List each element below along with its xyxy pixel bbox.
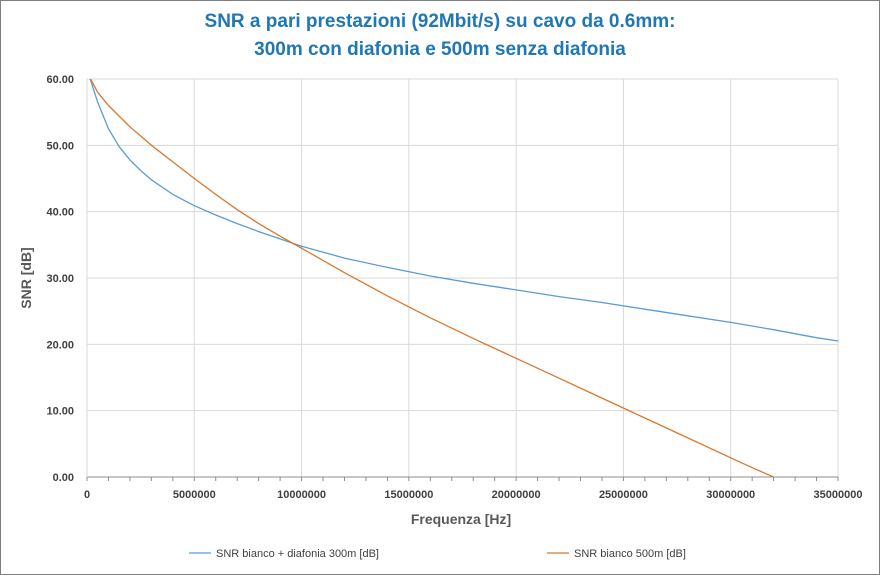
chart-title-line-2: 300m con diafonia e 500m senza diafonia [254,39,626,60]
x-axis-label: Frequenza [Hz] [411,511,511,527]
y-tick-label: 50.00 [46,140,74,152]
legend-label-1: SNR bianco + diafonia 300m [dB] [216,548,379,560]
axes [86,79,839,481]
x-tick-label: 35000000 [814,489,863,501]
y-tick-label: 40.00 [46,207,74,219]
x-tick-label: 15000000 [384,489,433,501]
x-tick-label: 25000000 [599,489,648,501]
y-tick-label: 60.00 [46,74,74,86]
y-tick-label: 20.00 [46,339,74,351]
series-line-1 [89,79,838,342]
x-tick-label: 5000000 [173,489,216,501]
series-lines [89,79,838,477]
legend-label-2: SNR bianco 500m [dB] [574,548,686,560]
y-tick-label: 10.00 [46,406,74,418]
y-tick-label: 0.00 [53,472,74,484]
x-tick-label: 30000000 [706,489,755,501]
series-line-2 [89,79,774,477]
grid-lines [86,78,839,478]
x-tick-label: 20000000 [492,489,541,501]
tick-labels: 0.00 10.00 20.00 30.00 40.00 50.00 60.00 0 50000… [46,74,862,501]
legend: SNR bianco + diafonia 300m [dB] SNR bianc… [189,548,686,560]
x-tick-label: 0 [84,489,90,501]
chart-title-line-1: SNR a pari prestazioni (92Mbit/s) su cav… [204,11,676,32]
y-axis-label: SNR [dB] [18,247,34,308]
y-tick-label: 30.00 [46,273,74,285]
x-tick-label: 10000000 [277,489,326,501]
